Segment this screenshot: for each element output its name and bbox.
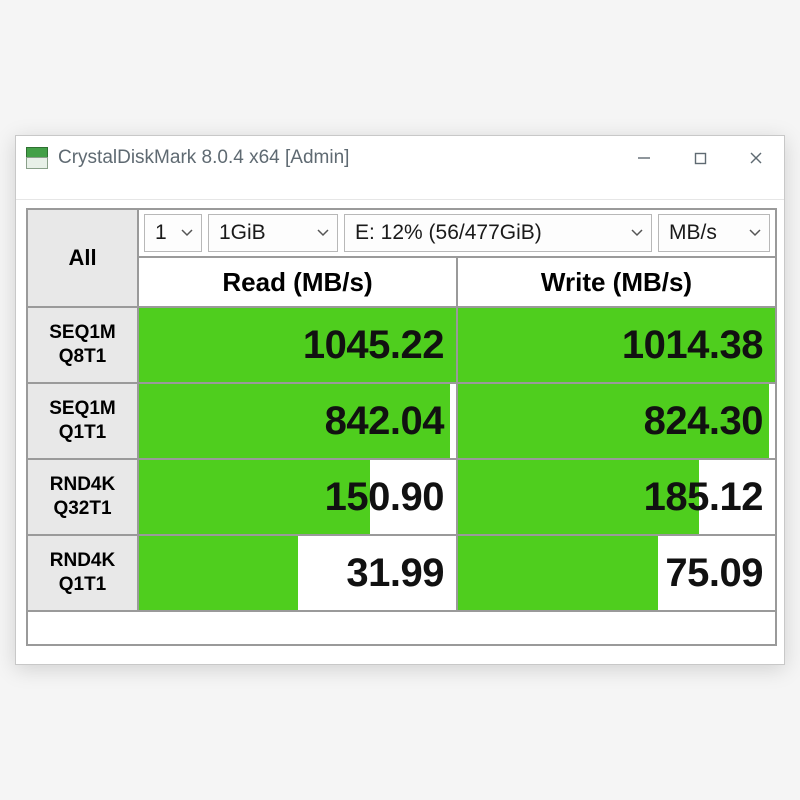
test-button-rnd4k-q1t1[interactable]: RND4K Q1T1 xyxy=(27,535,138,611)
test-label-l1: SEQ1M xyxy=(49,322,116,343)
drive-value: E: 12% (56/477GiB) xyxy=(355,221,542,245)
write-cell: 824.30 xyxy=(457,383,776,459)
results-grid: All 1 1GiB E: 12% (56/477GiB) xyxy=(26,208,777,646)
runs-select[interactable]: 1 xyxy=(144,214,202,252)
minimize-button[interactable] xyxy=(616,136,672,180)
chevron-down-icon xyxy=(741,229,761,237)
write-header: Write (MB/s) xyxy=(457,257,776,307)
test-label-l1: SEQ1M xyxy=(49,398,116,419)
test-button-seq1m-q8t1[interactable]: SEQ1M Q8T1 xyxy=(27,307,138,383)
client-area: All 1 1GiB E: 12% (56/477GiB) xyxy=(16,200,784,664)
unit-value: MB/s xyxy=(669,221,717,245)
test-label-l1: RND4K xyxy=(50,550,115,571)
write-value: 185.12 xyxy=(458,461,775,533)
read-cell: 150.90 xyxy=(138,459,457,535)
test-size-select[interactable]: 1GiB xyxy=(208,214,338,252)
test-button-rnd4k-q32t1[interactable]: RND4K Q32T1 xyxy=(27,459,138,535)
runs-value: 1 xyxy=(155,221,167,245)
run-all-label: All xyxy=(68,245,96,270)
window-title: CrystalDiskMark 8.0.4 x64 [Admin] xyxy=(58,147,616,169)
test-label-l2: Q1T1 xyxy=(59,422,107,443)
read-value: 31.99 xyxy=(139,537,456,609)
app-icon xyxy=(26,147,48,169)
write-cell: 1014.38 xyxy=(457,307,776,383)
test-button-seq1m-q1t1[interactable]: SEQ1M Q1T1 xyxy=(27,383,138,459)
chevron-down-icon xyxy=(309,229,329,237)
test-label-l2: Q8T1 xyxy=(59,346,107,367)
unit-select[interactable]: MB/s xyxy=(658,214,770,252)
write-value: 1014.38 xyxy=(458,309,775,381)
test-size-value: 1GiB xyxy=(219,221,266,245)
test-label-l2: Q1T1 xyxy=(59,574,107,595)
menubar xyxy=(16,180,784,200)
close-button[interactable] xyxy=(728,136,784,180)
read-header: Read (MB/s) xyxy=(138,257,457,307)
chevron-down-icon xyxy=(173,229,193,237)
titlebar: CrystalDiskMark 8.0.4 x64 [Admin] xyxy=(16,136,784,180)
test-label-l1: RND4K xyxy=(50,474,115,495)
write-value: 75.09 xyxy=(458,537,775,609)
read-value: 150.90 xyxy=(139,461,456,533)
maximize-button[interactable] xyxy=(672,136,728,180)
status-bar xyxy=(27,611,776,645)
test-label-l2: Q32T1 xyxy=(53,498,111,519)
read-cell: 1045.22 xyxy=(138,307,457,383)
write-cell: 75.09 xyxy=(457,535,776,611)
read-value: 842.04 xyxy=(139,385,456,457)
read-value: 1045.22 xyxy=(139,309,456,381)
read-cell: 842.04 xyxy=(138,383,457,459)
app-window: CrystalDiskMark 8.0.4 x64 [Admin] All xyxy=(15,135,785,665)
controls-cell: 1 1GiB E: 12% (56/477GiB) MB/s xyxy=(138,209,776,257)
write-cell: 185.12 xyxy=(457,459,776,535)
chevron-down-icon xyxy=(623,229,643,237)
write-value: 824.30 xyxy=(458,385,775,457)
read-cell: 31.99 xyxy=(138,535,457,611)
run-all-button[interactable]: All xyxy=(27,209,138,307)
window-controls xyxy=(616,136,784,180)
drive-select[interactable]: E: 12% (56/477GiB) xyxy=(344,214,652,252)
